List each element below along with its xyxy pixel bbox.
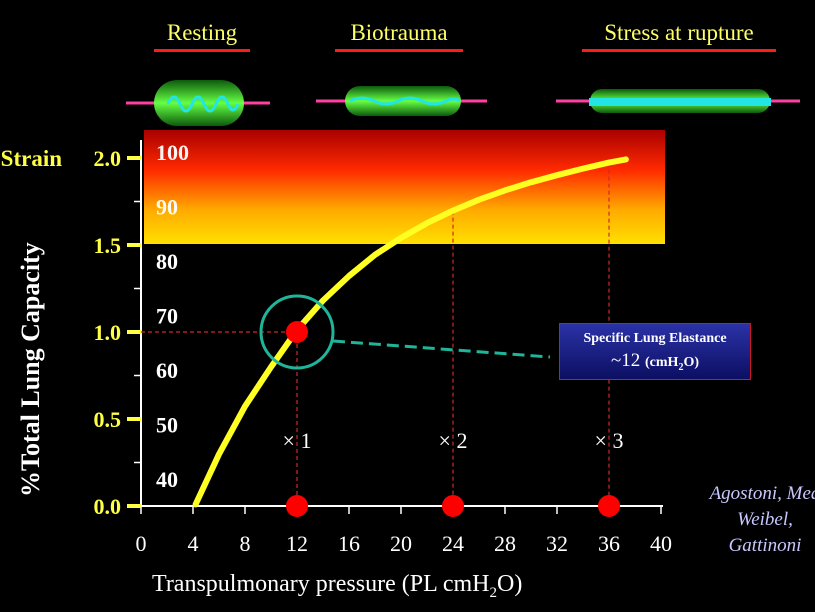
x-tick-label: 36 <box>598 531 620 556</box>
strain-multiplier-label: × 1 <box>283 428 312 453</box>
alveolus-biotrauma-icon <box>316 86 487 116</box>
strain-tick-label: 1.5 <box>94 233 122 258</box>
x-tick-label: 40 <box>650 531 672 556</box>
highlight-circle <box>259 294 335 370</box>
author-line: Weibel, <box>737 509 793 530</box>
x-tick-label: 32 <box>546 531 568 556</box>
specific-lung-elastance-box: Specific Lung Elastance ~12 (cmH2O) <box>559 323 751 380</box>
tlc-tick-label: 60 <box>156 358 178 383</box>
x-tick-label: 0 <box>136 531 147 556</box>
strain-tick-label: 0.0 <box>94 494 122 519</box>
strain-tick-label: 2.0 <box>94 146 122 171</box>
reference-point-marker <box>286 321 308 343</box>
x-tick-label: 28 <box>494 531 516 556</box>
alveolus-rupture-icon <box>556 89 800 113</box>
tlc-tick-label: 100 <box>156 140 189 165</box>
authors-citation: Agostoni, Mea Weibel, Gattinoni <box>690 481 815 559</box>
author-line: Gattinoni <box>728 535 802 556</box>
author-line: Agostoni, Mea <box>709 483 815 504</box>
tlc-tick-label: 90 <box>156 194 178 219</box>
x-tick-label: 20 <box>390 531 412 556</box>
strain-multiplier-label: × 2 <box>439 428 468 453</box>
x-tick-label: 4 <box>188 531 199 556</box>
strain-axis-title: Strain <box>1 146 63 171</box>
elastance-title: Specific Lung Elastance <box>583 331 727 346</box>
x-tick-label: 8 <box>240 531 251 556</box>
y-axis-label: %Total Lung Capacity <box>16 242 45 497</box>
strain-point-marker <box>442 495 464 517</box>
elastance-connector-line <box>332 339 551 359</box>
strain-point-marker <box>598 495 620 517</box>
strain-tick-label: 1.0 <box>94 320 122 345</box>
x-axis-label: Transpulmonary pressure (PL cmH2O) <box>152 571 523 601</box>
header-resting: Resting <box>154 20 250 52</box>
tlc-tick-label: 50 <box>156 412 178 437</box>
alveolus-illustrations <box>126 80 800 126</box>
strain-point-marker <box>286 495 308 517</box>
x-tick-label: 12 <box>286 531 308 556</box>
elastance-value: ~12 (cmH2O) <box>610 350 700 373</box>
tlc-tick-label: 80 <box>156 249 178 274</box>
stress-band <box>144 130 665 244</box>
strain-multiplier-label: × 3 <box>595 428 624 453</box>
header-stress-at-rupture: Stress at rupture <box>582 20 776 52</box>
header-biotrauma: Biotrauma <box>335 20 463 52</box>
pressure-volume-curve <box>192 156 629 508</box>
alveolus-resting-icon <box>126 80 270 126</box>
tlc-tick-label: 40 <box>156 467 178 492</box>
x-tick-label: 24 <box>442 531 464 556</box>
strain-tick-label: 0.5 <box>94 407 122 432</box>
tlc-tick-label: 70 <box>156 303 178 328</box>
x-tick-label: 16 <box>338 531 360 556</box>
